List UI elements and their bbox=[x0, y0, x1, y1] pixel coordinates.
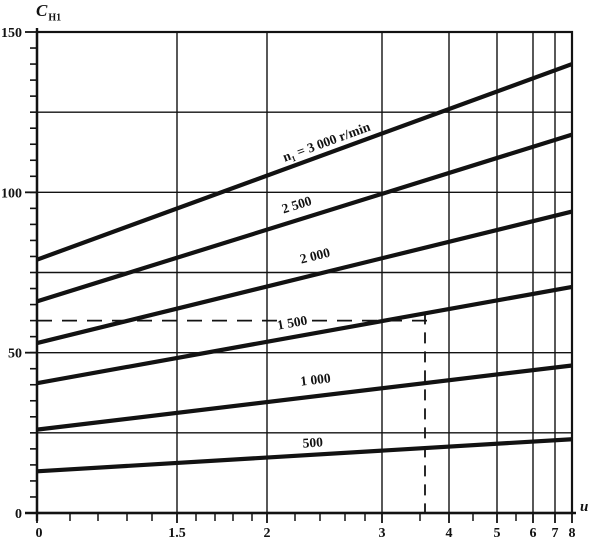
series-line-2000 bbox=[36, 209, 573, 346]
series-label-500: 500 bbox=[302, 434, 323, 450]
y-axis-title-main: C bbox=[36, 1, 49, 20]
series-label-1000: 1 000 bbox=[299, 370, 331, 389]
x-tick-label: 1.5 bbox=[168, 526, 186, 541]
x-tick-label: 8 bbox=[569, 526, 576, 541]
series-line-1500 bbox=[36, 284, 573, 386]
series-label-2000: 2 000 bbox=[298, 245, 331, 267]
x-tick-label: 5 bbox=[494, 526, 501, 541]
series-line-1000 bbox=[36, 363, 573, 432]
y-tick-label: 150 bbox=[1, 26, 22, 41]
x-tick-label: 2 bbox=[264, 526, 271, 541]
y-axis-title: CH1 bbox=[36, 1, 61, 23]
x-tick-label: 0 bbox=[36, 526, 43, 541]
x-tick-label: 6 bbox=[530, 526, 537, 541]
series-line-3000 bbox=[36, 62, 573, 262]
series-line-500 bbox=[36, 437, 573, 474]
y-axis-title-sub: H1 bbox=[48, 12, 62, 24]
series-line-2500 bbox=[36, 132, 573, 304]
y-tick-label: 0 bbox=[15, 507, 22, 522]
x-axis-title: u bbox=[580, 499, 589, 515]
x-tick-label: 4 bbox=[446, 526, 453, 541]
y-tick-label: 50 bbox=[8, 347, 22, 362]
series-label-2500: 2 500 bbox=[280, 193, 314, 216]
series-label-1500: 1 500 bbox=[276, 312, 309, 332]
x-tick-label: 7 bbox=[552, 526, 559, 541]
x-tick-label: 3 bbox=[379, 526, 386, 541]
y-tick-label: 100 bbox=[1, 186, 22, 201]
